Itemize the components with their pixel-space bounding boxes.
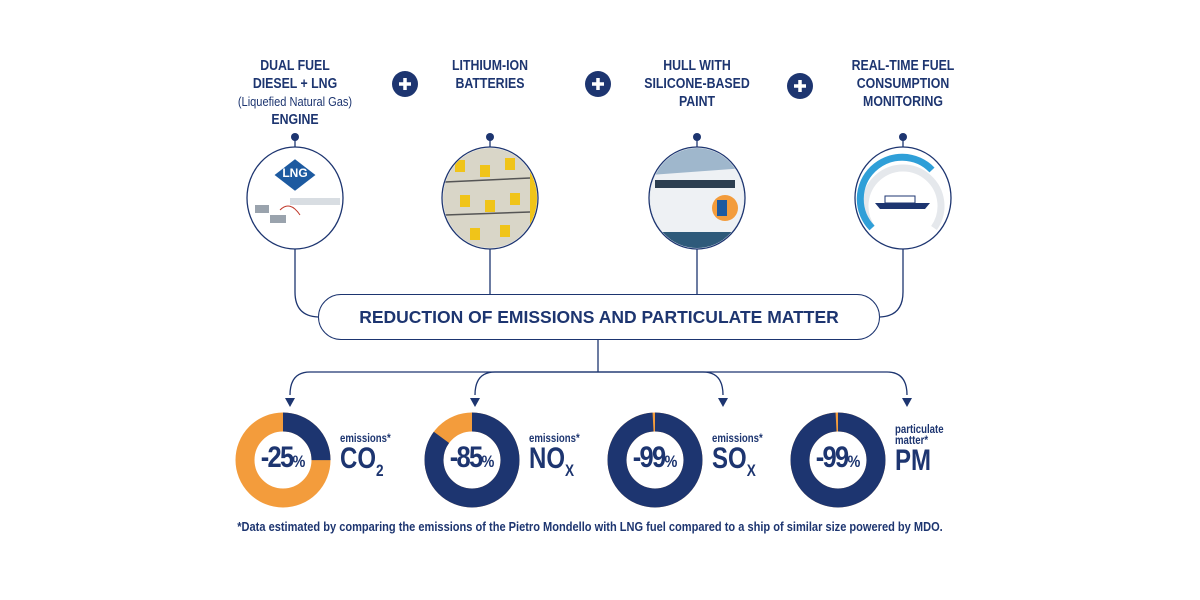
- pollutant-subscript: X: [746, 461, 756, 480]
- value-number: -99: [815, 441, 849, 474]
- arrowhead-icon: [718, 398, 728, 407]
- pollutant-subscript: 2: [376, 461, 384, 480]
- arrowhead-icon: [285, 398, 295, 407]
- pollutant-label: particulate matter* PM: [895, 422, 944, 488]
- connector-line: [879, 246, 904, 318]
- donut-reduction-segment: [607, 412, 703, 508]
- arrowhead-icon: [902, 398, 912, 407]
- pollutant-name: NO: [529, 442, 565, 475]
- footnote: *Data estimated by comparing the emissio…: [237, 519, 943, 534]
- reduction-value: -99%: [796, 441, 881, 475]
- plus-circle-icon: [392, 71, 418, 97]
- value-unit: %: [292, 452, 306, 471]
- fuel-gauge-image: [854, 146, 952, 250]
- dot-marker: [291, 133, 299, 141]
- reduction-value: -25%: [241, 441, 326, 475]
- pollutant-name: SO: [712, 442, 747, 475]
- donut-reduction-segment: [424, 412, 520, 508]
- value-unit: %: [847, 452, 861, 471]
- pollutant-category: emissions*: [340, 431, 391, 445]
- pollutant-category: emissions*: [529, 431, 580, 445]
- connector-line: [598, 371, 724, 396]
- pollutant-category: emissions*: [712, 431, 763, 445]
- dot-marker: [693, 133, 701, 141]
- lng-engine-image: [246, 146, 344, 250]
- reduction-value: -85%: [430, 441, 515, 475]
- feature-title-batteries: LITHIUM-ION BATTERIES: [452, 58, 528, 92]
- plus-circle-icon: [787, 73, 813, 99]
- feature-title-dual-fuel: DUAL FUEL DIESEL + LNG (Liquefied Natural…: [237, 58, 353, 128]
- connector-line: [598, 371, 908, 396]
- ferry-hull-image: [648, 146, 746, 250]
- value-unit: %: [481, 452, 495, 471]
- pollutant-label: emissions* CO2: [340, 431, 391, 486]
- value-number: -99: [632, 441, 666, 474]
- pollutant-label: emissions* SOX: [712, 431, 763, 486]
- value-number: -25: [260, 441, 294, 474]
- pollutant-label: emissions* NOX: [529, 431, 580, 486]
- donut-reduction-segment: [790, 412, 886, 508]
- dot-marker: [486, 133, 494, 141]
- battery-racks-image: [441, 146, 539, 250]
- donut-reduction-segment: [235, 412, 331, 508]
- reduction-heading: REDUCTION OF EMISSIONS AND PARTICULATE M…: [318, 294, 880, 340]
- arrowhead-icon: [470, 398, 480, 407]
- connector-line: [474, 371, 598, 396]
- pollutant-category: particulate matter*: [895, 422, 944, 447]
- plus-circle-icon: [585, 71, 611, 97]
- dot-marker: [899, 133, 907, 141]
- pollutant-subscript: X: [565, 461, 575, 480]
- pollutant-name: CO: [340, 442, 376, 475]
- value-number: -85: [449, 441, 483, 474]
- feature-title-hull: HULL WITH SILICONE-BASED PAINT: [644, 58, 750, 110]
- feature-title-monitoring: REAL-TIME FUEL CONSUMPTION MONITORING: [851, 58, 955, 110]
- reduction-value: -99%: [613, 441, 698, 475]
- connector-line: [289, 371, 598, 396]
- lng-badge: LNG: [282, 166, 308, 180]
- value-unit: %: [664, 452, 678, 471]
- connector-line: [294, 246, 319, 318]
- pollutant-name: PM: [895, 444, 931, 477]
